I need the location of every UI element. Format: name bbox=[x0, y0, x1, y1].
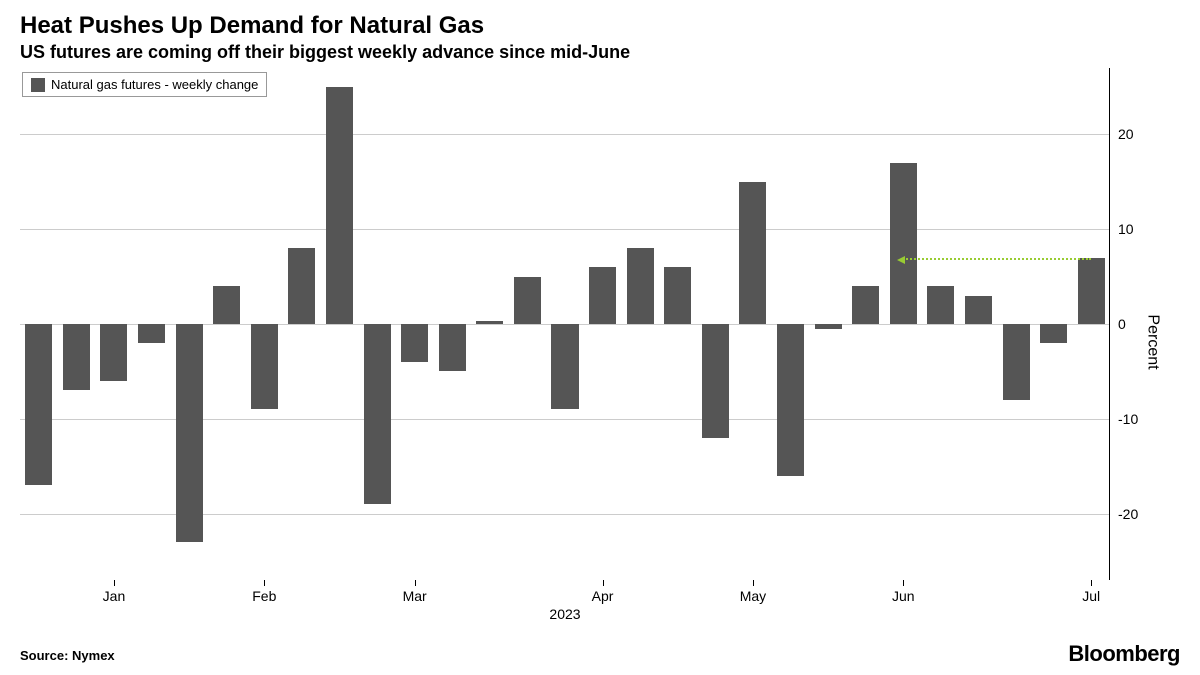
bar bbox=[702, 324, 729, 438]
bar bbox=[401, 324, 428, 362]
x-tick-label: Jul bbox=[1082, 588, 1100, 604]
bar bbox=[100, 324, 127, 381]
bar bbox=[852, 286, 879, 324]
y-axis-label: Percent bbox=[1143, 314, 1161, 369]
x-tick-mark bbox=[264, 580, 265, 586]
gridline bbox=[20, 229, 1109, 230]
bar bbox=[589, 267, 616, 324]
x-tick-mark bbox=[114, 580, 115, 586]
x-tick-label: May bbox=[740, 588, 766, 604]
legend-swatch bbox=[31, 78, 45, 92]
x-tick-label: Mar bbox=[403, 588, 427, 604]
bar bbox=[551, 324, 578, 409]
bar bbox=[251, 324, 278, 409]
annotation-arrow bbox=[903, 258, 1091, 260]
x-tick-mark bbox=[903, 580, 904, 586]
x-tick-label: Apr bbox=[592, 588, 614, 604]
bar bbox=[777, 324, 804, 476]
x-tick-label: Jan bbox=[103, 588, 126, 604]
bar bbox=[288, 248, 315, 324]
x-tick-label: Feb bbox=[252, 588, 276, 604]
bar bbox=[664, 267, 691, 324]
bar bbox=[138, 324, 165, 343]
y-tick-label: 0 bbox=[1118, 316, 1126, 332]
x-tick-label: Jun bbox=[892, 588, 915, 604]
y-tick-label: -20 bbox=[1118, 506, 1138, 522]
bar bbox=[213, 286, 240, 324]
bar bbox=[815, 324, 842, 329]
brand-logo: Bloomberg bbox=[1068, 641, 1180, 667]
bar bbox=[890, 163, 917, 324]
chart-title: Heat Pushes Up Demand for Natural Gas bbox=[20, 12, 1180, 40]
bar bbox=[965, 296, 992, 324]
chart-subtitle: US futures are coming off their biggest … bbox=[20, 42, 1180, 63]
bar bbox=[25, 324, 52, 485]
bar bbox=[739, 182, 766, 324]
bar bbox=[1003, 324, 1030, 400]
x-tick-mark bbox=[415, 580, 416, 586]
bar bbox=[1078, 258, 1105, 324]
y-tick-label: -10 bbox=[1118, 411, 1138, 427]
bar bbox=[439, 324, 466, 371]
bar bbox=[514, 277, 541, 324]
bar bbox=[326, 87, 353, 324]
bar bbox=[476, 321, 503, 324]
y-tick-label: 10 bbox=[1118, 221, 1134, 237]
bar bbox=[63, 324, 90, 390]
bar bbox=[1040, 324, 1067, 343]
bar bbox=[176, 324, 203, 542]
x-tick-mark bbox=[1091, 580, 1092, 586]
x-tick-mark bbox=[753, 580, 754, 586]
gridline bbox=[20, 134, 1109, 135]
x-tick-mark bbox=[603, 580, 604, 586]
bar bbox=[627, 248, 654, 324]
plot-area: -20-1001020JanFebMarAprMayJunJul2023 Per… bbox=[20, 68, 1180, 615]
bar bbox=[927, 286, 954, 324]
arrow-head-icon bbox=[897, 256, 905, 264]
legend-label: Natural gas futures - weekly change bbox=[51, 77, 258, 92]
source-text: Source: Nymex bbox=[20, 648, 115, 663]
bar bbox=[364, 324, 391, 504]
y-tick-label: 20 bbox=[1118, 126, 1134, 142]
legend: Natural gas futures - weekly change bbox=[22, 72, 267, 97]
x-year-label: 2023 bbox=[549, 606, 580, 622]
